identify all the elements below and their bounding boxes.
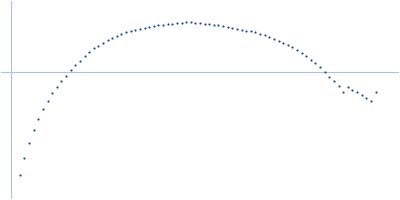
Point: [354, 91, 360, 94]
Point: [68, 68, 74, 72]
Point: [174, 21, 180, 25]
Point: [243, 29, 249, 32]
Point: [326, 75, 332, 78]
Point: [114, 35, 120, 38]
Point: [90, 47, 97, 50]
Point: [271, 37, 277, 41]
Point: [132, 28, 138, 31]
Point: [220, 24, 226, 27]
Point: [262, 34, 268, 37]
Point: [192, 21, 198, 25]
Point: [308, 58, 314, 61]
Point: [141, 26, 148, 29]
Point: [229, 26, 236, 29]
Point: [234, 27, 240, 30]
Point: [109, 36, 116, 40]
Point: [372, 91, 379, 94]
Point: [340, 90, 346, 93]
Point: [54, 85, 60, 88]
Point: [123, 31, 129, 34]
Point: [81, 54, 88, 57]
Point: [151, 24, 157, 27]
Point: [17, 174, 23, 177]
Point: [289, 46, 296, 49]
Point: [248, 30, 254, 33]
Point: [21, 157, 28, 160]
Point: [164, 22, 171, 26]
Point: [146, 25, 152, 28]
Point: [363, 97, 370, 100]
Point: [155, 23, 162, 26]
Point: [95, 44, 102, 47]
Point: [298, 51, 305, 55]
Point: [349, 88, 356, 91]
Point: [215, 23, 222, 26]
Point: [284, 43, 291, 46]
Point: [178, 21, 185, 25]
Point: [312, 62, 319, 65]
Point: [345, 85, 351, 88]
Point: [160, 23, 166, 26]
Point: [252, 31, 259, 34]
Point: [335, 84, 342, 88]
Point: [238, 28, 245, 31]
Point: [280, 41, 286, 44]
Point: [303, 54, 310, 57]
Point: [169, 22, 176, 26]
Point: [118, 33, 125, 36]
Point: [368, 99, 374, 103]
Point: [104, 38, 111, 41]
Point: [86, 51, 92, 54]
Point: [197, 21, 203, 25]
Point: [44, 99, 51, 103]
Point: [26, 142, 32, 145]
Point: [358, 94, 365, 97]
Point: [58, 80, 65, 83]
Point: [202, 22, 208, 26]
Point: [63, 74, 69, 77]
Point: [77, 59, 83, 62]
Point: [266, 35, 272, 39]
Point: [257, 33, 263, 36]
Point: [294, 49, 300, 52]
Point: [183, 20, 189, 24]
Point: [322, 70, 328, 73]
Point: [317, 66, 323, 69]
Point: [35, 117, 42, 120]
Point: [40, 108, 46, 111]
Point: [30, 128, 37, 132]
Point: [100, 41, 106, 44]
Point: [224, 25, 231, 28]
Point: [275, 39, 282, 42]
Point: [72, 64, 78, 67]
Point: [128, 30, 134, 33]
Point: [188, 20, 194, 24]
Point: [211, 23, 217, 26]
Point: [49, 92, 55, 95]
Point: [331, 80, 337, 83]
Point: [137, 27, 143, 30]
Point: [206, 22, 212, 26]
